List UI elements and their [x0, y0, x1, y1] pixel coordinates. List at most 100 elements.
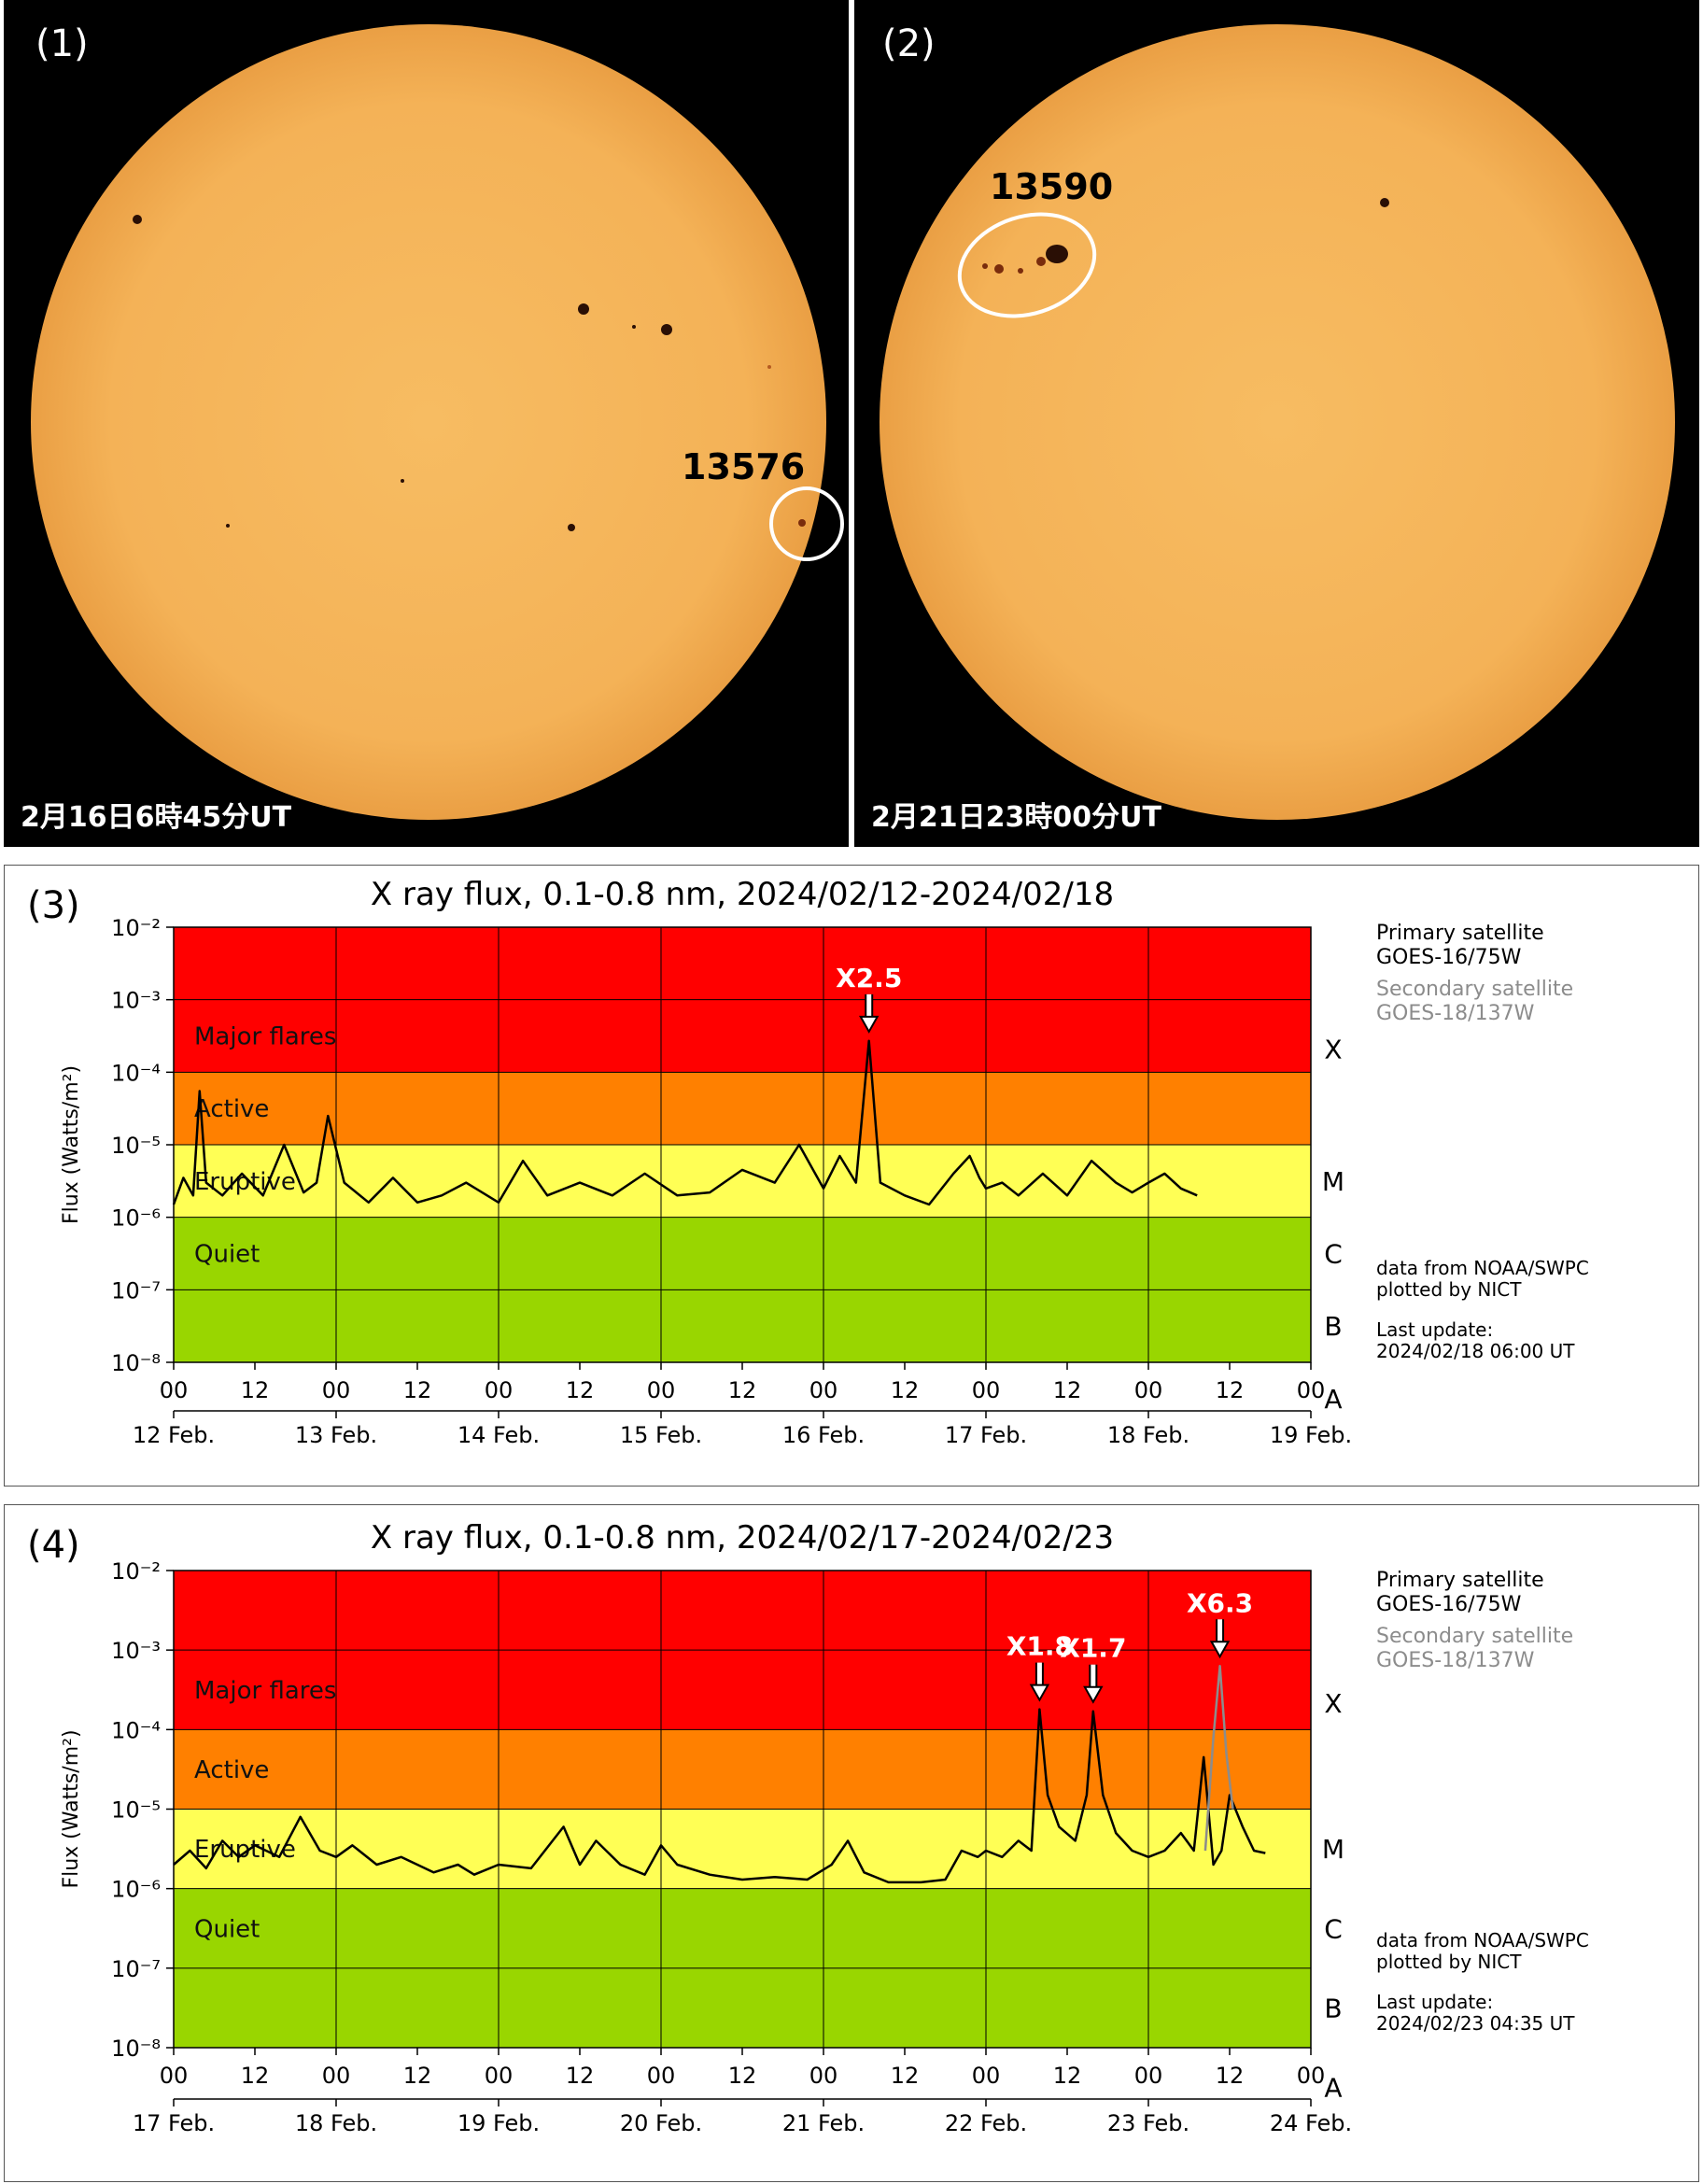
flare-class-letter: M	[1322, 1834, 1344, 1865]
x-hour-label: 12	[403, 1377, 432, 1403]
sunspot	[568, 524, 575, 531]
x-day-label: 12 Feb.	[133, 1422, 215, 1448]
y-tick-label: 10⁻⁶	[111, 1877, 161, 1903]
sun-disk-2	[880, 24, 1675, 820]
x-hour-label: 00	[1297, 2063, 1326, 2089]
x-day-label: 18 Feb.	[1107, 1422, 1189, 1448]
secondary-label: Secondary satellite	[1376, 1625, 1574, 1648]
update-time: 2024/02/23 04:35 UT	[1376, 2012, 1575, 2035]
update-time: 2024/02/18 06:00 UT	[1376, 1340, 1575, 1362]
x-hour-label: 12	[1216, 2063, 1245, 2089]
x-hour-label: 12	[566, 1377, 595, 1403]
flux-band	[174, 1809, 1311, 1889]
x-hour-label: 00	[1134, 2063, 1163, 2089]
secondary-satellite: GOES-18/137W	[1376, 1649, 1535, 1672]
annotation-arrowhead	[859, 1015, 880, 1034]
y-tick-label: 10⁻⁶	[111, 1205, 161, 1232]
sun-image-2: (2) 13590 2月21日23時00分UT	[854, 0, 1699, 847]
observation-time: 2月16日6時45分UT	[21, 801, 292, 834]
satellite-legend: Primary satellite GOES-16/75W Secondary …	[1376, 922, 1573, 1026]
x-hour-label: 00	[160, 1377, 189, 1403]
secondary-satellite: GOES-18/137W	[1376, 1002, 1535, 1025]
y-tick-label: 10⁻⁴	[111, 1717, 161, 1743]
y-tick-label: 10⁻⁵	[111, 1797, 161, 1824]
flare-annotation: X1.8	[1006, 1631, 1073, 1662]
update-label: Last update:	[1376, 1991, 1494, 2013]
sunspot	[1018, 268, 1023, 274]
sunspot	[1036, 257, 1046, 266]
x-day-label: 19 Feb.	[457, 2110, 540, 2136]
x-hour-label: 12	[891, 1377, 920, 1403]
x-day-label: 19 Feb.	[1270, 1422, 1352, 1448]
series-line	[172, 1039, 1198, 1206]
x-hour-label: 12	[241, 2063, 270, 2089]
source-line-2: plotted by NICT	[1376, 1951, 1522, 1973]
sunspot	[401, 479, 404, 483]
y-tick-label: 10⁻³	[111, 1638, 161, 1664]
x-hour-label: 00	[485, 2063, 514, 2089]
x-hour-label: 12	[241, 1377, 270, 1403]
sun-image-1: (1) 13576 2月16日6時45分UT	[4, 0, 849, 847]
observation-time: 2月21日23時00分UT	[871, 801, 1161, 834]
x-hour-label: 00	[809, 1377, 838, 1403]
flare-annotation: X2.5	[836, 963, 902, 993]
band-label: Eruptive	[194, 1836, 296, 1864]
x-hour-label: 00	[322, 1377, 351, 1403]
x-hour-label: 12	[728, 1377, 757, 1403]
x-hour-label: 00	[1297, 1377, 1326, 1403]
sunspot	[1380, 198, 1389, 207]
x-day-label: 15 Feb.	[620, 1422, 702, 1448]
x-hour-label: 00	[972, 1377, 1001, 1403]
xray-flux-chart-3: Major flares Active Eruptive Quiet 10⁻² 10⁻³ 1…	[60, 876, 1352, 1448]
flux-band	[174, 1729, 1311, 1810]
annotation-arrowhead	[1029, 1684, 1050, 1702]
band-label: Major flares	[194, 1023, 336, 1051]
data-source: data from NOAA/SWPC plotted by NICT Last…	[1376, 1258, 1589, 1362]
source-line-1: data from NOAA/SWPC	[1376, 1929, 1589, 1952]
y-tick-label: 10⁻⁷	[111, 1277, 161, 1303]
primary-label: Primary satellite	[1376, 1569, 1544, 1592]
sunspot	[767, 365, 771, 369]
solar-disk	[880, 24, 1675, 820]
primary-label: Primary satellite	[1376, 922, 1544, 945]
flare-class-letter: B	[1324, 1993, 1342, 2023]
sunspot	[133, 215, 142, 224]
chart-title: X ray flux, 0.1-0.8 nm, 2024/02/12-2024/…	[371, 876, 1114, 913]
x-hour-label: 00	[160, 2063, 189, 2089]
x-hour-label: 00	[972, 2063, 1001, 2089]
satellite-legend: Primary satellite GOES-16/75W Secondary …	[1376, 1569, 1573, 1673]
band-label: Quiet	[194, 1241, 260, 1269]
panel-tag: (3)	[27, 884, 80, 927]
flare-class-letter: A	[1324, 2073, 1342, 2104]
x-hour-label: 12	[1053, 1377, 1082, 1403]
y-axis-label: Flux (Watts/m²)	[60, 1729, 83, 1888]
sunspot	[226, 524, 230, 528]
xray-chart-box-3: Major flares Active Eruptive Quiet 10⁻² 10⁻³ 1…	[4, 865, 1699, 1487]
flare-class-letter: C	[1324, 1239, 1343, 1270]
sunspot	[1046, 245, 1068, 263]
x-day-label: 21 Feb.	[782, 2110, 865, 2136]
y-tick-label: 10⁻⁴	[111, 1060, 161, 1086]
y-tick-label: 10⁻⁸	[111, 1350, 161, 1376]
source-line-2: plotted by NICT	[1376, 1278, 1522, 1301]
flare-class-letter: X	[1324, 1688, 1342, 1719]
x-hour-label: 12	[1216, 1377, 1245, 1403]
panel-tag: (1)	[35, 22, 89, 65]
flare-class-letter: A	[1324, 1384, 1342, 1415]
panel-tag: (4)	[27, 1524, 80, 1567]
y-tick-label: 10⁻²	[111, 1558, 161, 1585]
y-axis-label: Flux (Watts/m²)	[60, 1065, 83, 1224]
xray-chart-box-4: Major flares Active Eruptive Quiet 10⁻² 10⁻³ 1…	[4, 1504, 1699, 2182]
sunspot	[982, 263, 988, 269]
x-hour-label: 00	[809, 2063, 838, 2089]
flare-annotation: X6.3	[1187, 1587, 1253, 1618]
y-tick-label: 10⁻²	[111, 915, 161, 941]
y-tick-label: 10⁻⁸	[111, 2036, 161, 2062]
x-day-label: 17 Feb.	[133, 2110, 215, 2136]
series-line	[173, 1708, 1266, 1884]
y-tick-label: 10⁻⁷	[111, 1956, 161, 1982]
x-day-label: 13 Feb.	[295, 1422, 377, 1448]
x-hour-label: 00	[322, 2063, 351, 2089]
x-hour-label: 00	[647, 1377, 676, 1403]
x-hour-label: 00	[647, 2063, 676, 2089]
